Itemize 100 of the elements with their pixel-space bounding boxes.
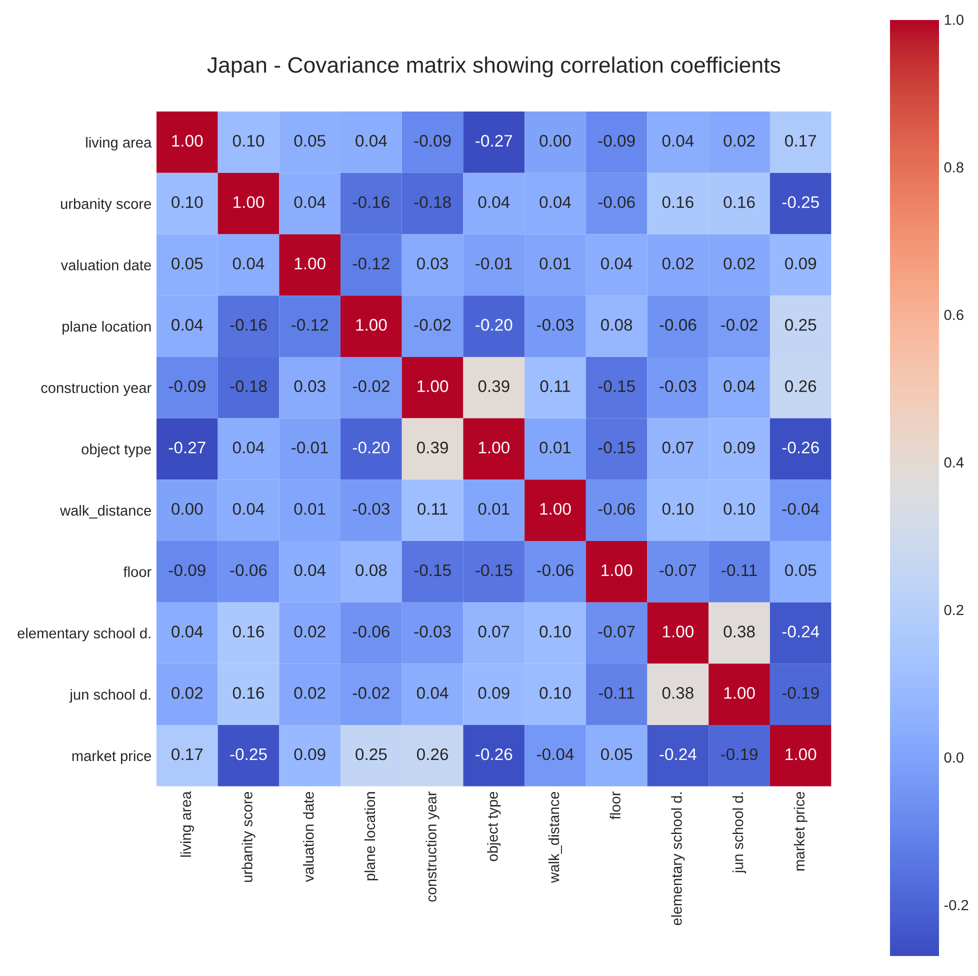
data-label: -0.09 (168, 564, 206, 576)
x-tick-label: construction year (426, 791, 440, 902)
data-label: 0.04 (356, 134, 387, 147)
data-label: -0.15 (598, 380, 635, 392)
data-label: 0.38 (724, 626, 755, 638)
data-label: 0.02 (172, 687, 203, 699)
data-label: 0.01 (540, 442, 571, 454)
y-tick-label: object type (82, 444, 151, 458)
data-label: 0.04 (232, 442, 264, 454)
data-label: -0.18 (414, 196, 451, 208)
data-label: -0.16 (230, 318, 267, 331)
y-tick-label: floor (123, 566, 152, 578)
data-label: 0.11 (418, 502, 448, 515)
x-tick-label: valuation date (303, 792, 314, 882)
data-label: -0.03 (536, 318, 574, 331)
data-label: 0.08 (601, 318, 632, 331)
data-label: 0.09 (724, 442, 755, 454)
data-label: -0.06 (598, 502, 635, 515)
data-label: 0.04 (232, 258, 264, 270)
data-label: -0.19 (721, 748, 758, 760)
data-label: 1.00 (234, 196, 264, 208)
data-label: -0.24 (660, 748, 696, 760)
data-label: -0.11 (722, 564, 757, 576)
data-label: 1.00 (540, 502, 571, 515)
x-tick-label: living area (180, 791, 194, 857)
data-label: -0.18 (230, 380, 267, 392)
data-label: 0.09 (294, 748, 326, 760)
data-label: -0.20 (352, 442, 390, 454)
data-label: 0.17 (172, 748, 203, 760)
data-label: 0.02 (724, 258, 755, 270)
y-tick-label: walk_distance (60, 505, 151, 518)
data-label: 0.02 (724, 134, 755, 147)
data-label: 0.05 (172, 258, 203, 270)
data-label: -0.09 (168, 380, 206, 392)
data-label: 0.39 (478, 380, 510, 392)
x-tick-label: floor (610, 791, 620, 820)
data-label: 0.04 (478, 196, 510, 208)
data-label: -0.06 (352, 626, 390, 638)
data-label: 0.05 (785, 564, 816, 576)
y-tick-label: living area (86, 136, 152, 151)
data-label: -0.11 (598, 687, 634, 699)
color-bar-label: 1.0 (944, 14, 964, 25)
y-tick-label: market price (72, 750, 151, 764)
data-label: 0.04 (540, 196, 571, 208)
data-label: -0.16 (352, 196, 390, 208)
data-label: -0.09 (414, 134, 451, 147)
data-label: -0.06 (230, 564, 267, 576)
data-label: -0.02 (352, 687, 390, 699)
data-label: 0.10 (724, 502, 755, 515)
data-label: -0.03 (660, 380, 696, 392)
data-label: 0.26 (416, 748, 448, 760)
data-label: 0.04 (662, 134, 694, 147)
data-label: 0.16 (724, 196, 755, 208)
data-label: -0.24 (782, 626, 820, 638)
data-label: 0.00 (172, 502, 203, 515)
data-label: 0.00 (540, 134, 571, 147)
data-label: 0.07 (662, 442, 694, 454)
data-label: 1.00 (418, 380, 448, 392)
data-label: 0.38 (662, 687, 694, 699)
data-label: -0.02 (414, 318, 451, 331)
data-label: 0.09 (785, 258, 816, 270)
data-label: 0.25 (785, 318, 816, 331)
data-label: 0.01 (294, 502, 326, 515)
data-label: 0.10 (662, 502, 694, 515)
data-label: -0.04 (782, 502, 820, 515)
data-label: 0.17 (785, 134, 816, 147)
data-label: -0.03 (352, 502, 390, 515)
data-label: -0.04 (536, 748, 574, 760)
data-label: 1.00 (356, 318, 387, 331)
data-label: 0.04 (294, 196, 326, 208)
data-label: 0.26 (785, 380, 816, 392)
data-label: 0.02 (294, 626, 326, 638)
data-label: -0.26 (476, 748, 512, 760)
data-label: -0.25 (782, 196, 819, 208)
y-tick-label: urbanity score (60, 198, 151, 212)
data-label: -0.19 (782, 687, 819, 699)
x-tick-label: urbanity score (242, 792, 256, 882)
data-label: -0.15 (414, 564, 451, 576)
data-label: -0.15 (476, 564, 512, 576)
color-bar-label: 0.0 (944, 752, 964, 763)
data-label: 0.04 (724, 380, 756, 392)
data-label: 1.00 (172, 134, 203, 147)
color-bar-label: 0.4 (944, 457, 964, 468)
data-label: 0.04 (416, 687, 448, 699)
data-label: -0.06 (536, 564, 574, 576)
x-tick-label: elementary school d. (671, 792, 685, 926)
data-label: 0.05 (294, 134, 326, 147)
data-label: -0.26 (782, 442, 819, 454)
data-label: 0.04 (294, 564, 326, 576)
data-label: -0.20 (476, 318, 512, 331)
data-label: 0.39 (416, 442, 448, 454)
data-label: 0.16 (232, 687, 264, 699)
data-label: -0.15 (598, 442, 635, 454)
data-label: 0.10 (540, 626, 571, 638)
data-label: 1.00 (786, 748, 816, 760)
data-label: 0.07 (478, 626, 510, 638)
color-bar-label: -0.2 (944, 900, 968, 910)
data-label: -0.07 (660, 564, 696, 576)
x-tick-label: market price (794, 792, 808, 870)
data-label: 0.10 (540, 687, 571, 699)
